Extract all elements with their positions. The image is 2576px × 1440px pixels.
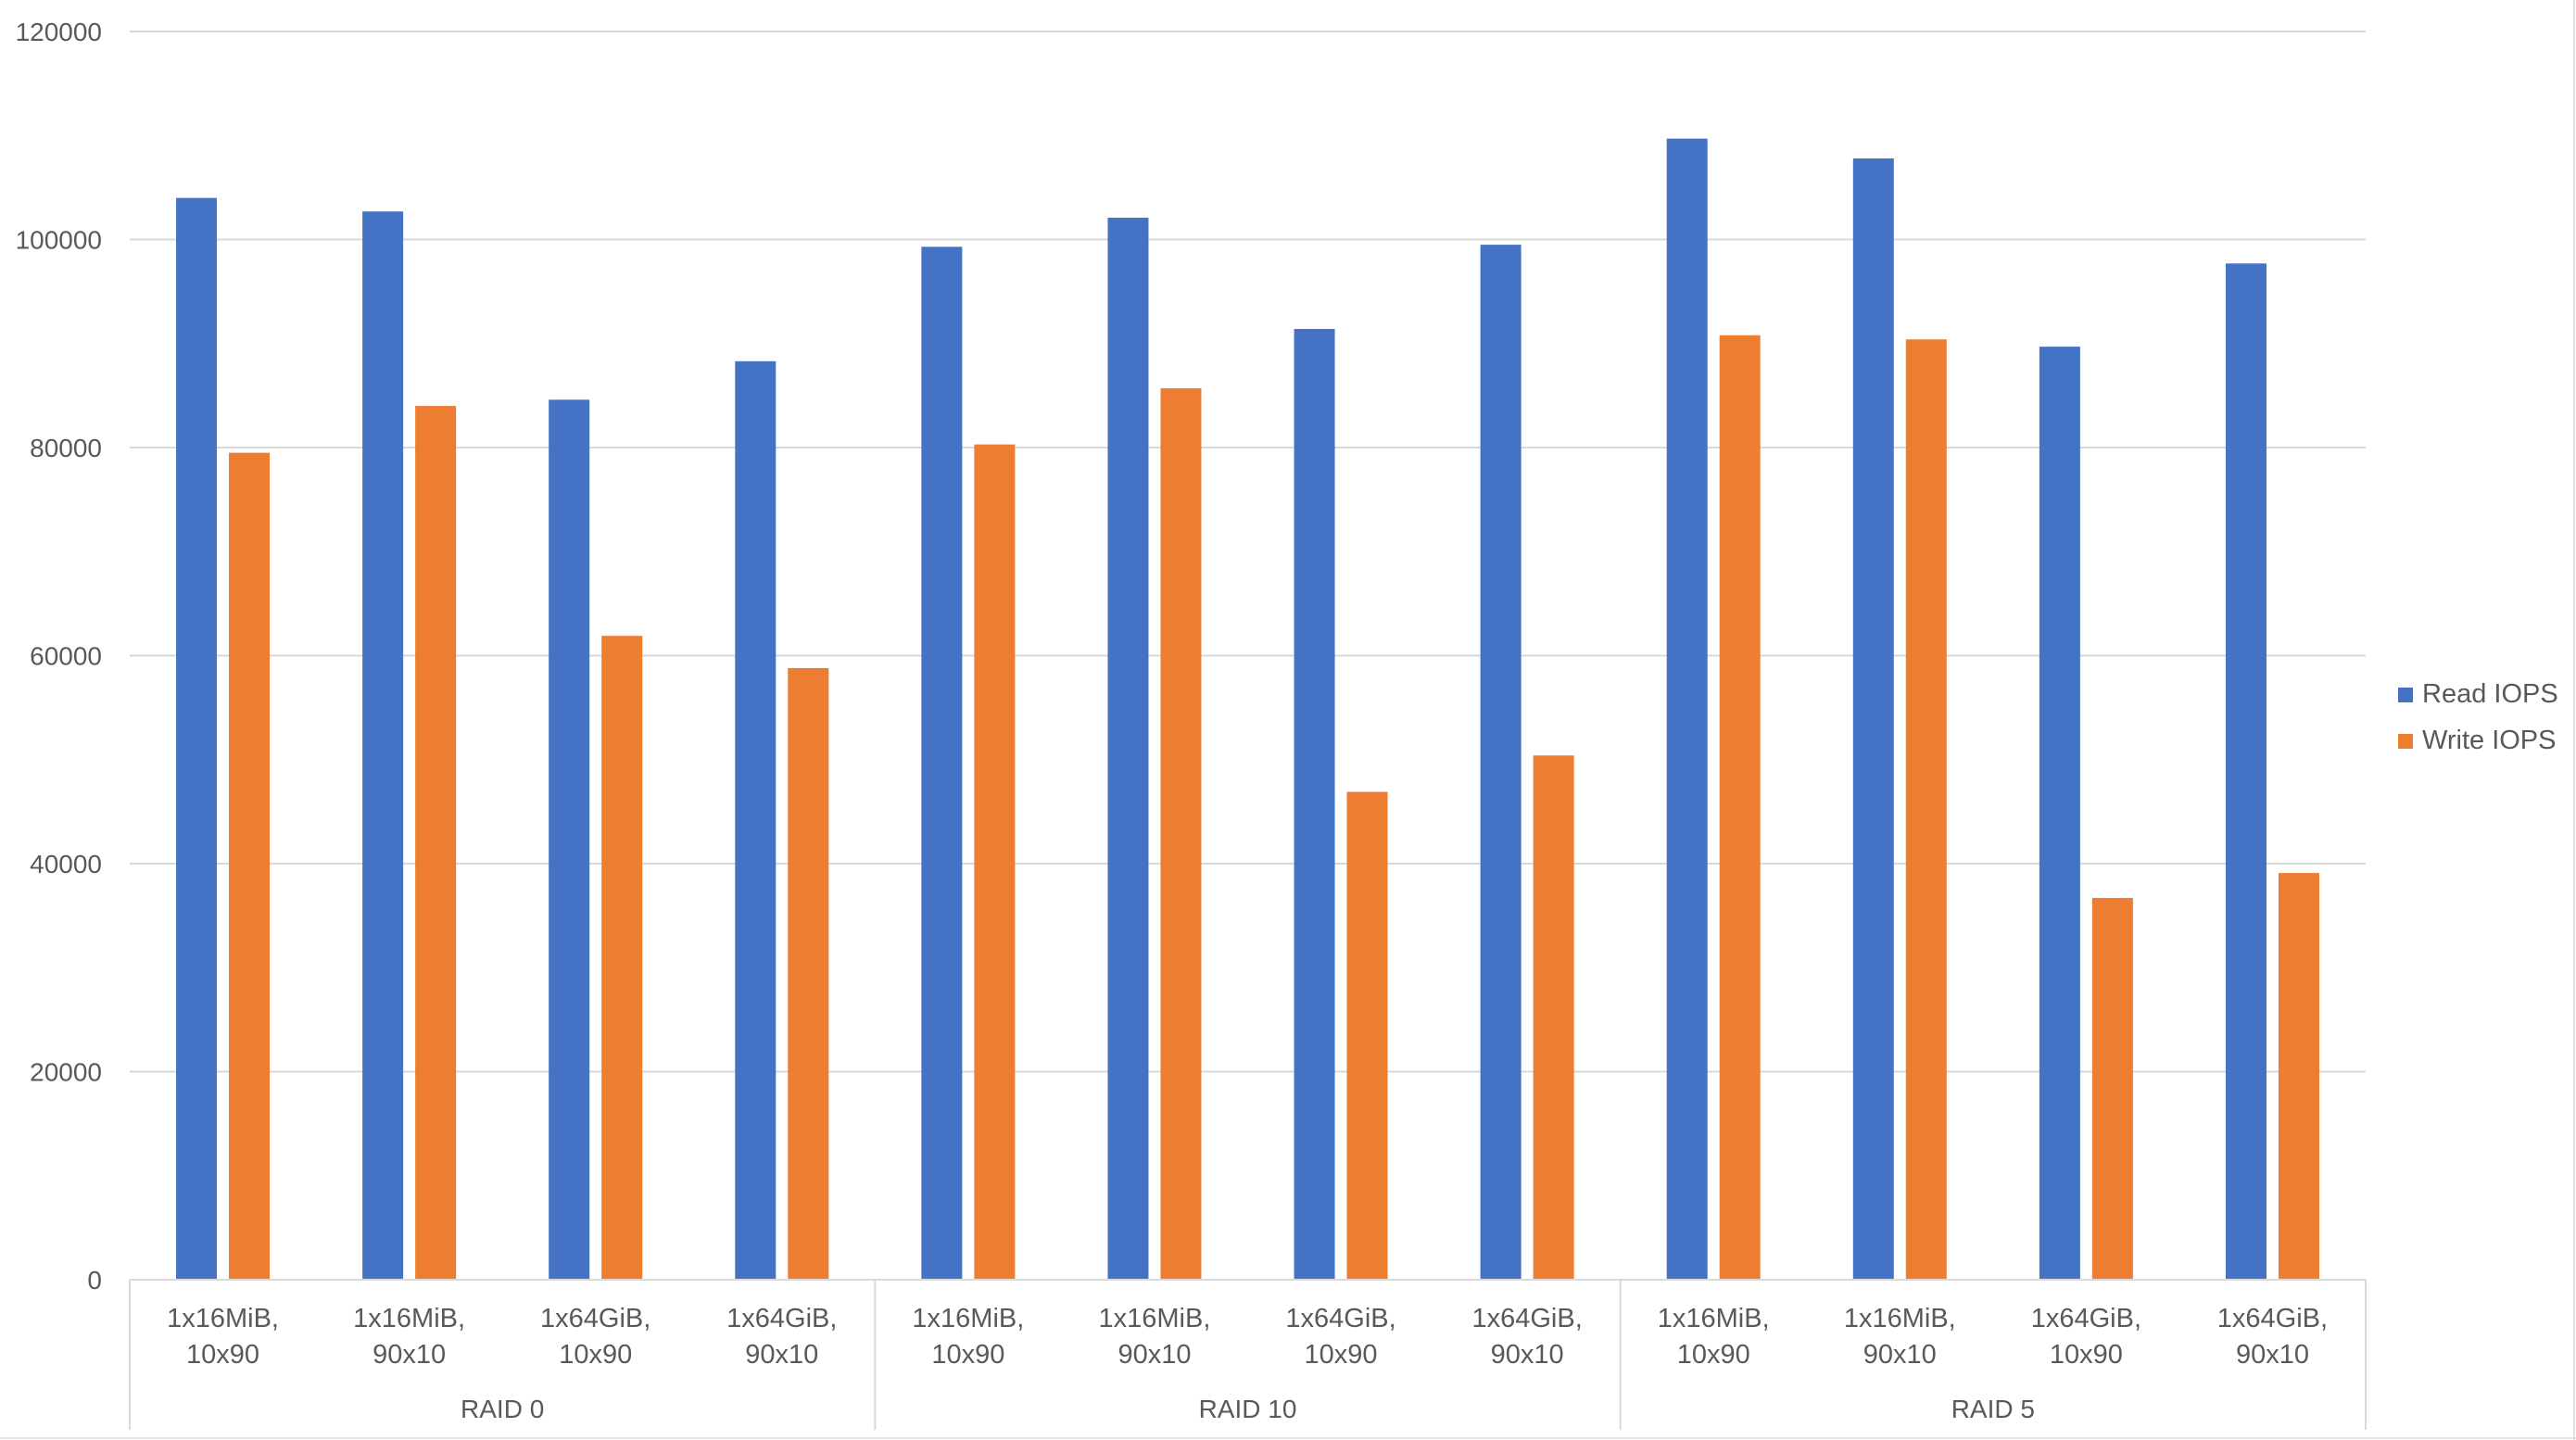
- x-category-label: 1x64GiB,: [2217, 1304, 2328, 1333]
- x-category-label: 10x90: [186, 1340, 259, 1370]
- legend-label: Write IOPS: [2422, 726, 2557, 755]
- x-group-label: RAID 5: [1951, 1395, 2035, 1423]
- write-iops-bar: [2091, 898, 2133, 1280]
- x-category-label: 1x16MiB,: [353, 1304, 465, 1333]
- gridlines: [130, 31, 2366, 1073]
- read-iops-bar: [735, 360, 777, 1280]
- write-iops-bar: [229, 452, 271, 1280]
- x-category-label: 1x16MiB,: [912, 1304, 1024, 1333]
- x-category-label: 1x64GiB,: [1471, 1304, 1582, 1333]
- legend: Read IOPS Write IOPS: [2398, 679, 2558, 755]
- x-category-label: 90x10: [745, 1340, 818, 1370]
- x-category-label: 10x90: [931, 1340, 1004, 1370]
- x-category-label: 1x16MiB,: [1844, 1304, 1956, 1333]
- read-iops-bar: [1294, 329, 1335, 1280]
- x-category-label: 1x64GiB,: [726, 1304, 837, 1333]
- read-iops-bar: [1852, 158, 1894, 1280]
- x-category-label: 10x90: [2050, 1340, 2123, 1370]
- read-iops-bar: [1480, 245, 1522, 1280]
- write-iops-bar: [974, 444, 1016, 1280]
- read-iops-bar: [2225, 263, 2267, 1280]
- bars: [176, 138, 2319, 1281]
- write-iops-bar: [1719, 335, 1761, 1280]
- x-category-label: 1x16MiB,: [1658, 1304, 1770, 1333]
- read-iops-bar: [362, 211, 404, 1280]
- x-category-label: 1x64GiB,: [540, 1304, 650, 1333]
- x-group-label: RAID 10: [1199, 1395, 1297, 1423]
- y-tick-label: 20000: [30, 1058, 102, 1087]
- y-tick-label: 0: [87, 1266, 102, 1295]
- write-iops-bar: [1905, 339, 1947, 1280]
- y-tick-label: 40000: [30, 850, 102, 878]
- write-iops-bar: [1160, 388, 1202, 1281]
- legend-swatch-write: [2398, 734, 2413, 749]
- y-tick-label: 120000: [16, 18, 102, 46]
- write-iops-bar: [788, 667, 829, 1280]
- y-tick-label: 100000: [16, 226, 102, 255]
- x-category-label: 90x10: [1863, 1340, 1937, 1370]
- read-iops-bar: [921, 246, 963, 1280]
- read-iops-bar: [1107, 217, 1149, 1281]
- y-tick-label: 80000: [30, 434, 102, 462]
- x-category-label: 10x90: [559, 1340, 632, 1370]
- x-group-label: RAID 0: [461, 1395, 544, 1423]
- y-axis-ticks: 0 20000 40000 60000 80000 100000 120000: [16, 18, 102, 1295]
- x-category-label: 1x64GiB,: [1285, 1304, 1395, 1333]
- x-category-label: 1x16MiB,: [167, 1304, 279, 1333]
- x-category-label: 90x10: [373, 1340, 446, 1370]
- read-iops-bar: [2039, 347, 2080, 1280]
- write-iops-bar: [1533, 755, 1574, 1280]
- x-axis: 1x16MiB, 10x90 1x16MiB, 90x10 1x64GiB, 10x90 1…: [129, 1279, 2367, 1430]
- x-category-label: 90x10: [1118, 1340, 1191, 1370]
- legend-swatch-read: [2398, 688, 2413, 702]
- read-iops-bar: [549, 399, 590, 1280]
- x-category-label: 1x64GiB,: [2031, 1304, 2141, 1333]
- y-tick-label: 60000: [30, 642, 102, 671]
- x-category-label: 1x16MiB,: [1099, 1304, 1211, 1333]
- x-category-label: 90x10: [2236, 1340, 2309, 1370]
- legend-label: Read IOPS: [2422, 679, 2558, 709]
- write-iops-bar: [415, 406, 457, 1281]
- write-iops-bar: [601, 636, 643, 1280]
- write-iops-bar: [1346, 791, 1388, 1280]
- x-category-label: 10x90: [1677, 1340, 1750, 1370]
- read-iops-bar: [1666, 138, 1708, 1281]
- x-category-label: 10x90: [1305, 1340, 1378, 1370]
- write-iops-bar: [2278, 873, 2319, 1280]
- x-category-label: 90x10: [1491, 1340, 1564, 1370]
- read-iops-bar: [176, 197, 218, 1281]
